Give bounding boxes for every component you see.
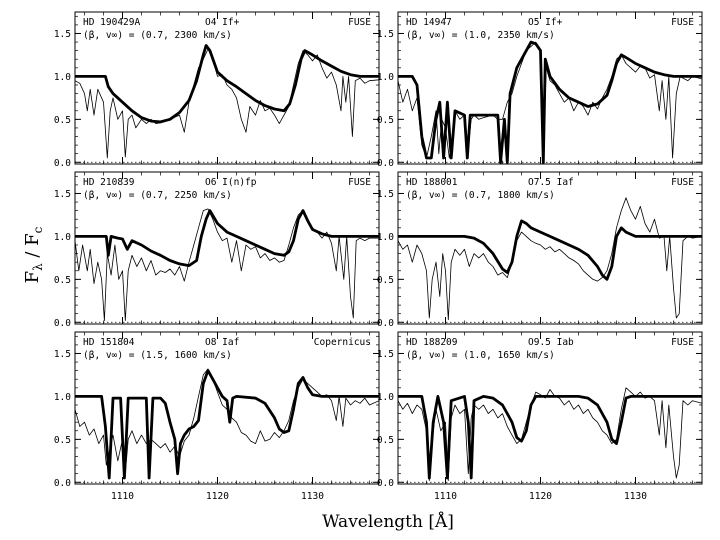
observed-spectrum-line <box>398 387 702 482</box>
y-title-c: c <box>31 226 45 233</box>
instrument-label: FUSE <box>348 17 371 28</box>
spectral-type: O4 If+ <box>205 17 240 28</box>
observed-spectrum-line <box>75 48 379 159</box>
y-tick-label: 1.5 <box>54 349 71 360</box>
x-tick-label: 1110 <box>111 491 134 502</box>
y-tick-label: 0.0 <box>377 478 394 489</box>
y-title-lambda: λ <box>31 263 45 271</box>
y-tick-label: 0.5 <box>54 435 71 446</box>
model-line <box>75 209 379 268</box>
panel-3: 0.0 0.5 1.0 1.5 HD 210839 O6 I(n)fp FUSE (β, v∞… <box>54 171 380 329</box>
instrument-label: FUSE <box>348 177 371 188</box>
panel-1: 0.0 0.5 1.0 1.5 HD 190429A O4 If+ FUSE (β, v∞) … <box>54 11 380 169</box>
panel-frame <box>74 11 380 165</box>
x-tick-label: 1130 <box>624 491 647 502</box>
observed-spectrum-line <box>75 208 379 322</box>
spectral-type: O5 If+ <box>528 17 563 28</box>
y-tick-label: 1.5 <box>377 189 394 200</box>
wind-parameters: (β, v∞) = (1.0, 1650 km/s) <box>406 350 555 361</box>
y-tick-label: 1.0 <box>377 232 394 243</box>
y-tick-label: 1.0 <box>377 392 394 403</box>
panel-5: 0.0 0.5 1.0 1.5 1110 1120 1130 HD 151804 O8 Iaf C… <box>54 331 380 502</box>
star-name: HD 14947 <box>406 17 452 28</box>
y-tick-label: 1.0 <box>54 232 71 243</box>
y-tick-label: 0.5 <box>377 275 394 286</box>
spectral-type: O6 I(n)fp <box>205 177 257 188</box>
panels-layer: 0.0 0.5 1.0 1.5 HD 190429A O4 If+ FUSE (β, v∞) … <box>54 11 703 502</box>
panel-frame <box>74 331 380 485</box>
instrument-label: FUSE <box>671 337 694 348</box>
x-tick-label: 1110 <box>434 491 457 502</box>
instrument-label: Copernicus <box>314 337 371 348</box>
panel-2: 0.0 0.5 1.0 1.5 HD 14947 O5 If+ FUSE (β, v∞) = … <box>377 11 703 169</box>
spectral-type: O7.5 Iaf <box>528 177 574 188</box>
observed-spectrum-line <box>398 197 702 321</box>
wind-parameters: (β, v∞) = (0.7, 2250 km/s) <box>83 190 232 201</box>
panel-frame <box>397 11 703 165</box>
y-tick-label: 1.5 <box>377 349 394 360</box>
panel-4: 0.0 0.5 1.0 1.5 HD 188001 O7.5 Iaf FUSE (β, v∞)… <box>377 171 703 329</box>
y-tick-label: 0.5 <box>377 115 394 126</box>
x-tick-label: 1120 <box>529 491 552 502</box>
y-title-flux: F <box>22 271 43 284</box>
y-tick-label: 1.5 <box>54 189 71 200</box>
y-title-slash: / <box>22 246 43 264</box>
panel-frame <box>397 171 703 325</box>
y-tick-label: 1.5 <box>54 29 71 40</box>
x-tick-label: 1120 <box>206 491 229 502</box>
star-name: HD 151804 <box>83 337 135 348</box>
star-name: HD 190429A <box>83 17 140 28</box>
star-name: HD 188209 <box>406 337 458 348</box>
wind-parameters: (β, v∞) = (0.7, 2300 km/s) <box>83 30 232 41</box>
instrument-label: FUSE <box>671 177 694 188</box>
x-tick-label: 1130 <box>301 491 324 502</box>
y-tick-label: 0.5 <box>54 115 71 126</box>
y-tick-label: 0.0 <box>377 318 394 329</box>
wind-parameters: (β, v∞) = (1.5, 1600 km/s) <box>83 350 232 361</box>
model-line <box>75 369 379 480</box>
wind-parameters: (β, v∞) = (0.7, 1800 km/s) <box>406 190 555 201</box>
y-tick-label: 1.0 <box>54 392 71 403</box>
y-tick-label: 0.5 <box>377 435 394 446</box>
y-tick-label: 0.0 <box>54 318 71 329</box>
wind-parameters: (β, v∞) = (1.0, 2350 km/s) <box>406 30 555 41</box>
instrument-label: FUSE <box>671 17 694 28</box>
y-tick-label: 0.0 <box>54 478 71 489</box>
star-name: HD 210839 <box>83 177 135 188</box>
model-line <box>398 219 702 281</box>
y-tick-label: 1.0 <box>54 72 71 83</box>
y-tick-label: 0.0 <box>377 158 394 169</box>
spectral-type: O9.5 Iab <box>528 337 574 348</box>
panel-frame <box>397 331 703 485</box>
model-line <box>75 44 379 124</box>
x-axis-title: Wavelength [Å] <box>322 511 454 532</box>
y-tick-label: 0.0 <box>54 158 71 169</box>
y-tick-label: 1.0 <box>377 72 394 83</box>
model-line <box>398 394 702 480</box>
y-tick-label: 0.5 <box>54 275 71 286</box>
star-name: HD 188001 <box>406 177 458 188</box>
y-title-flux-c: F <box>22 233 43 246</box>
spectral-type: O8 Iaf <box>205 337 239 348</box>
y-axis-title: Fλ / Fc <box>22 226 45 283</box>
panel-6: 0.0 0.5 1.0 1.5 1110 1120 1130 HD 188209 O9.5 Ia… <box>377 331 703 502</box>
y-tick-label: 1.5 <box>377 29 394 40</box>
model-line <box>398 40 702 164</box>
panel-frame <box>74 171 380 325</box>
